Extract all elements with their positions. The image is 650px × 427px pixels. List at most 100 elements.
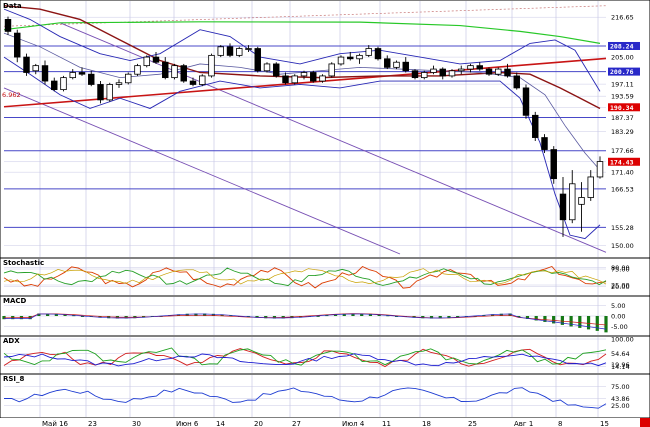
rsi-pane-label: RSI_8 (3, 375, 25, 383)
candle-up (337, 56, 345, 65)
descending-channel-upper (3, 87, 401, 255)
candle-down (439, 68, 446, 77)
candle-down (51, 80, 58, 91)
candle-up (578, 197, 585, 205)
moving-average-green (3, 21, 601, 44)
macd-bar (203, 313, 207, 316)
x-tick-label: 18 (422, 420, 431, 427)
rsi-line (4, 387, 607, 409)
price-tick-label: 216.65 (611, 14, 634, 22)
candle-up (356, 54, 363, 60)
candle-up (393, 61, 400, 68)
adx-grid (4, 337, 606, 373)
adx-tick-label: 100.00 (611, 336, 634, 344)
macd-pane-label: MACD (3, 297, 27, 305)
candle-down (97, 84, 104, 101)
x-tick-label: 30 (132, 420, 141, 427)
macd-bar (46, 313, 50, 316)
stochastic-lines (3, 265, 607, 289)
macd-bar (368, 313, 373, 316)
macd-bar (54, 313, 58, 316)
stochastic-tick-label: 80.00 (611, 264, 630, 272)
macd-bar (543, 316, 547, 322)
x-axis: Май 16 23 30 Июн 6 14 20 27 Июл 4 11 18 25 Авг 1 8 15 (0, 418, 650, 427)
x-tick-label: 27 (292, 420, 301, 427)
macd-bar (63, 314, 67, 316)
price-levels (4, 45, 606, 228)
price-tag (608, 103, 640, 112)
rsi-tick-label: 43.86 (611, 395, 630, 403)
x-tick-label: 23 (88, 420, 97, 427)
macd-bar (351, 313, 355, 316)
candle-down (402, 61, 409, 72)
candle-up (125, 73, 132, 84)
candle-up (115, 82, 123, 85)
candle-up (328, 63, 335, 77)
macd-bar (560, 316, 564, 325)
price-tick-label: 166.53 (611, 185, 634, 193)
price-tick-label: 171.40 (611, 169, 634, 177)
candle-up (143, 56, 150, 67)
candle-down (282, 75, 289, 84)
macd-bar (429, 316, 434, 319)
candle-down (541, 137, 548, 150)
macd-bar (499, 313, 503, 316)
candle-down (485, 68, 493, 75)
candle-down (4, 19, 12, 32)
x-tick-label: 25 (468, 420, 477, 427)
x-tick-label: Май 16 (42, 420, 69, 427)
stochastic-tick-label: 75.00 (611, 266, 630, 274)
candle-up (467, 65, 474, 70)
macd-bar (185, 313, 189, 316)
macd-histogram (2, 313, 608, 333)
candle-up (32, 65, 39, 72)
macd-bar (421, 316, 425, 319)
x-tick-label: 11 (382, 420, 391, 427)
candle-down (226, 46, 234, 56)
macd-bar (80, 316, 85, 317)
macd-bar (508, 313, 512, 316)
macd-bar (377, 314, 381, 316)
candle-up (291, 75, 298, 84)
rsi-tick-label: 75.00 (611, 383, 630, 391)
stochastic-pane-label: Stochastic (3, 259, 44, 267)
macd-line (4, 313, 607, 330)
candle-up (217, 46, 224, 56)
candle-up (430, 68, 437, 73)
candle-up (365, 48, 372, 56)
macd-bar (255, 316, 259, 318)
candle-down (522, 87, 530, 116)
price-tick-label: 200.76 (610, 68, 634, 76)
candle-up (208, 54, 215, 77)
candle-up (569, 183, 576, 221)
candle-down (41, 65, 49, 82)
macd-bar (395, 316, 399, 317)
macd-bar (360, 313, 364, 316)
candle-down (254, 48, 261, 72)
adx-tick-label: 54.64 (611, 350, 630, 358)
candle-up (69, 72, 76, 79)
price-axis-ticks: 216.65 208.24 205.00 200.76 197.11 193.59 190.… (608, 14, 640, 250)
macd-bar (456, 316, 460, 318)
price-tag (608, 157, 640, 166)
x-tick-label: 20 (254, 420, 263, 427)
macd-pane: MACD 5.00 0.00 -5.00 (0, 295, 650, 337)
candle-up (171, 65, 178, 79)
macd-bar (220, 314, 224, 316)
candle-down (14, 32, 21, 58)
ascending-trend-line (3, 57, 607, 108)
candle-down (504, 68, 511, 77)
adx-lines (3, 347, 607, 368)
macd-bar (316, 315, 320, 317)
price-tick-label: 190.34 (610, 104, 634, 112)
macd-bar (517, 316, 521, 318)
macd-tick-label: 0.00 (611, 313, 625, 321)
candle-up (300, 72, 308, 77)
macd-bar (333, 314, 338, 316)
stochastic-grid (4, 259, 606, 295)
macd-bar (176, 314, 181, 316)
macd-bar (229, 315, 233, 317)
